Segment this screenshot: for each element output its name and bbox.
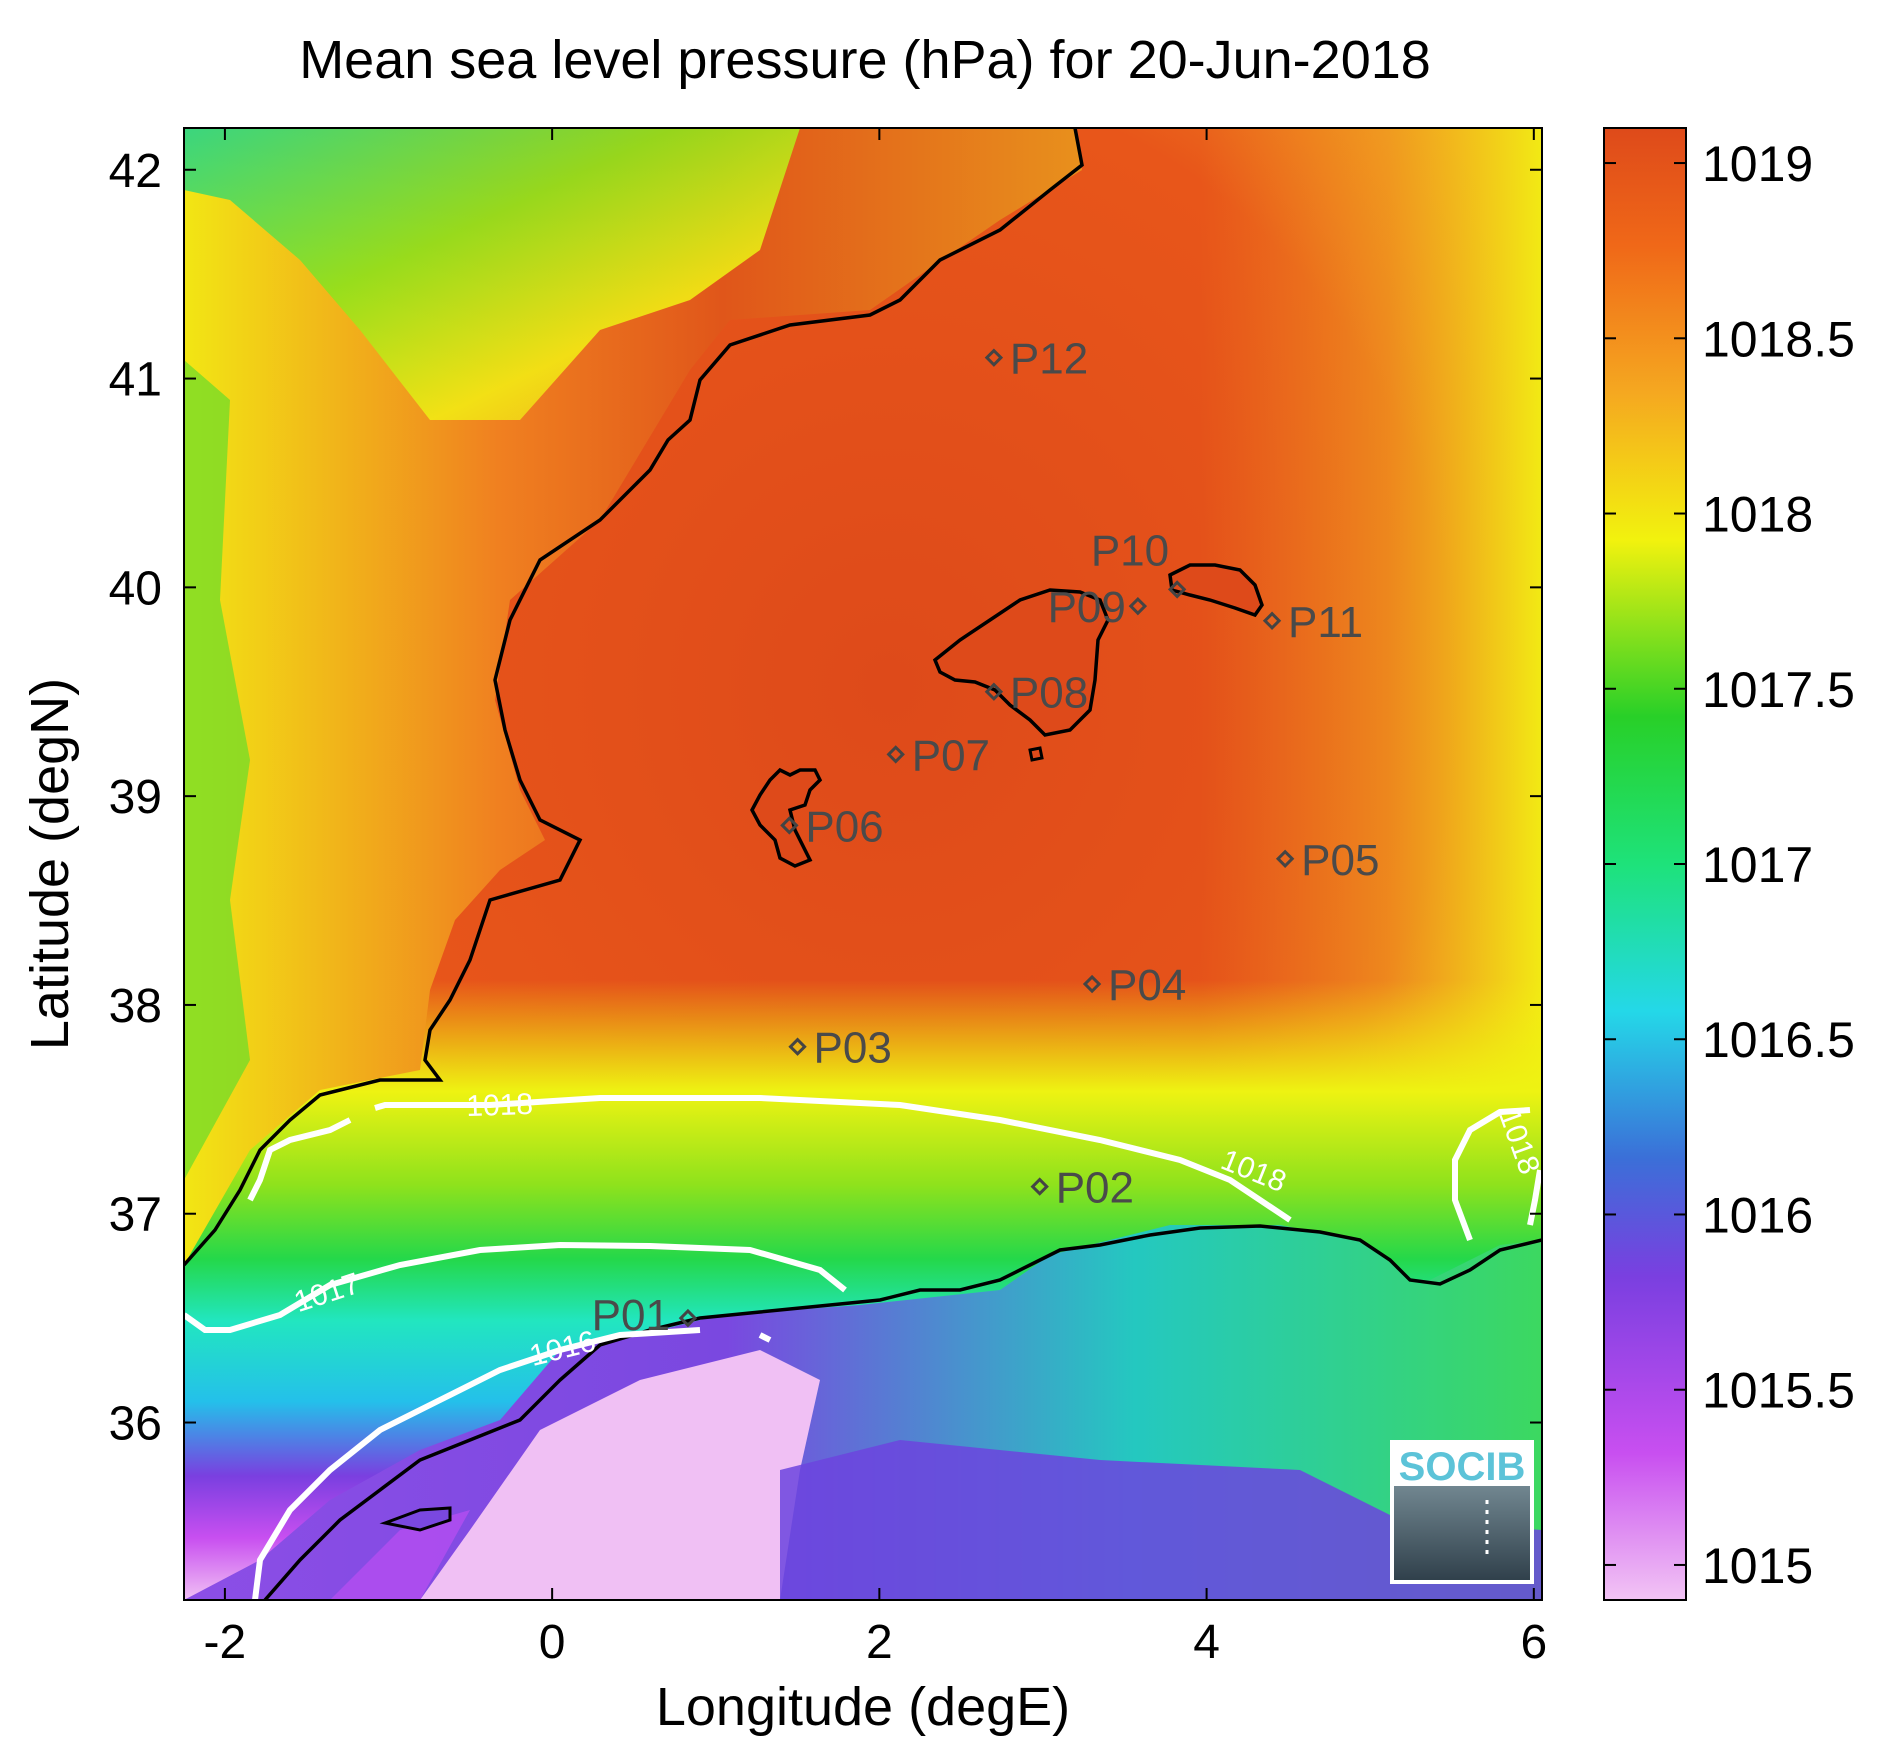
station-marker (984, 348, 1004, 367)
northern-land (184, 128, 800, 420)
x-axis: -2 0 2 4 6 (204, 128, 1547, 1669)
y-tick-label: 39 (109, 771, 162, 824)
station-label: P08 (1010, 669, 1088, 718)
x-tick-label: 6 (1520, 1616, 1547, 1669)
station-label: P10 (1091, 526, 1169, 575)
station-label: P04 (1108, 961, 1186, 1010)
x-tick-label: 0 (539, 1616, 566, 1669)
contour-1016 (252, 1327, 701, 1600)
contour-1016-tail (758, 1332, 772, 1343)
socib-logo: SOCIB (1390, 1440, 1534, 1584)
station-marker (678, 1308, 698, 1328)
station-marker (780, 816, 799, 835)
colorbar-tick-label: 1015 (1702, 1538, 1813, 1594)
colorbar-tick-label: 1016 (1702, 1187, 1813, 1243)
colorbar-tick-label: 1016.5 (1702, 1012, 1855, 1068)
colorbar-tick-label: 1018 (1702, 487, 1813, 543)
station-label: P06 (805, 802, 883, 851)
logo-text: SOCIB (1399, 1445, 1526, 1489)
africa-pink (420, 1350, 820, 1600)
colorbar-tick-label: 1017.5 (1702, 662, 1855, 718)
station-marker (788, 1037, 807, 1056)
station-layer: P01 P02 P03 P04 P05 P06 P07 P08 P09 P10 P11 P12 (592, 335, 1380, 1340)
colorbar (1603, 127, 1687, 1601)
x-axis-label: Longitude (degE) (656, 1677, 1070, 1737)
plot-frame (183, 127, 1543, 1601)
x-tick-label: 2 (866, 1616, 893, 1669)
map-field: 1018 1018 1018 1017 1016 P01P02P03P04P05… (184, 128, 1542, 1600)
y-tick-label: 41 (109, 354, 162, 407)
y-tick-label: 42 (109, 145, 162, 198)
coastline-iberia (184, 128, 1084, 1267)
station-marker (1275, 849, 1295, 868)
island-cabrera (1028, 746, 1044, 762)
y-tick-label: 36 (109, 1398, 162, 1451)
station-marker (1030, 1177, 1049, 1196)
station-label: P07 (912, 731, 990, 780)
contour-1017 (184, 1241, 847, 1333)
coastline-africa (263, 1224, 1542, 1600)
y-tick-label: 38 (109, 980, 162, 1033)
station-label: P09 (1048, 583, 1126, 632)
station-label: P03 (814, 1024, 892, 1073)
y-tick-label: 37 (109, 1189, 162, 1242)
iberia-land (184, 128, 1082, 1265)
station-label: P01 (592, 1291, 670, 1340)
station-marker (1167, 580, 1187, 599)
y-axis-label: Latitude (degN) (20, 678, 80, 1050)
island-mallorca (932, 588, 1110, 737)
colorbar-tick-label: 1015.5 (1702, 1363, 1855, 1419)
station-label: P05 (1301, 836, 1379, 885)
x-tick-label: 4 (1193, 1616, 1220, 1669)
x-tick-label: -2 (204, 1616, 247, 1669)
colorbar-ticks: 1015 1015.5 1016 1016.5 1017 1017.5 1018 1018.5… (1604, 136, 1855, 1594)
colorbar-tick-label: 1018.5 (1702, 311, 1855, 367)
africa-purple (330, 1510, 470, 1600)
island-menorca (1168, 563, 1264, 618)
contour-1018-edge (247, 1117, 352, 1202)
contour-1018-west (374, 1095, 1292, 1223)
y-tick-label: 40 (109, 562, 162, 615)
contour-label-1018-a: 1018 (466, 1088, 534, 1123)
colorbar-tick-label: 1017 (1702, 837, 1813, 893)
chart-title: Mean sea level pressure (hPa) for 20-Jun… (299, 30, 1431, 90)
station-marker (1128, 596, 1148, 616)
contour-1018-east (1452, 1107, 1542, 1242)
station-marker (984, 682, 1004, 701)
alboran-island (379, 1506, 452, 1532)
y-axis: 36 37 38 39 40 41 42 (109, 145, 1542, 1451)
station-label: P12 (1010, 335, 1088, 384)
colorbar-tick-label: 1019 (1702, 136, 1813, 192)
station-marker (1082, 974, 1102, 994)
station-marker (1262, 611, 1282, 630)
africa-purple-east (780, 1440, 1542, 1600)
west-green-band (184, 360, 250, 1180)
station-label: P02 (1056, 1164, 1134, 1213)
station-marker (886, 745, 905, 764)
station-label: P11 (1288, 598, 1363, 647)
